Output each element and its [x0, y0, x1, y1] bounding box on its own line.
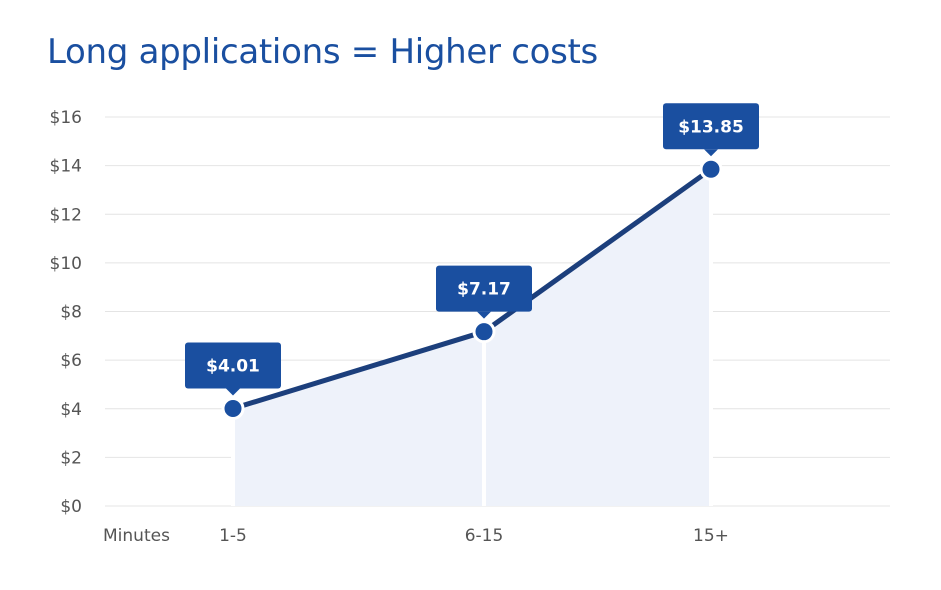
data-point	[221, 397, 245, 421]
axes: $0 $2 $4 $6 $8 $10 $12 $14 $16 Minutes 1-5 6-15 15+	[50, 108, 729, 546]
x-axis-title: Minutes	[103, 526, 170, 546]
callout-box	[185, 342, 281, 389]
y-tick-label: $4	[60, 400, 82, 420]
data-callout: $13.85	[663, 103, 759, 157]
y-tick-label: $10	[50, 254, 82, 274]
chart-title: Long applications = Higher costs	[47, 32, 598, 72]
x-tick-label: 15+	[693, 526, 729, 546]
y-tick-label: $2	[60, 448, 82, 468]
callout-pointer	[226, 388, 240, 396]
data-point	[472, 320, 496, 344]
y-tick-label: $8	[60, 303, 82, 323]
data-callout: $7.17	[436, 265, 532, 319]
callout-box	[436, 265, 532, 312]
data-label: $4.01	[206, 357, 260, 377]
data-callout: $4.01	[185, 342, 281, 396]
y-tick-label: $12	[50, 205, 82, 225]
y-tick-label: $6	[60, 351, 82, 371]
y-tick-label: $14	[50, 157, 82, 177]
y-tick-label: $0	[60, 497, 82, 517]
callout-pointer	[477, 311, 491, 319]
x-tick-label: 1-5	[219, 526, 247, 546]
callout-pointer	[704, 149, 718, 157]
x-tick-label: 6-15	[465, 526, 504, 546]
data-label: $7.17	[457, 280, 511, 300]
data-label: $13.85	[678, 117, 744, 137]
data-markers	[221, 157, 723, 421]
callout-box	[663, 103, 759, 150]
data-point	[699, 157, 723, 181]
y-tick-label: $16	[50, 108, 82, 128]
data-callouts: $4.01 $7.17 $13.85	[185, 103, 759, 396]
